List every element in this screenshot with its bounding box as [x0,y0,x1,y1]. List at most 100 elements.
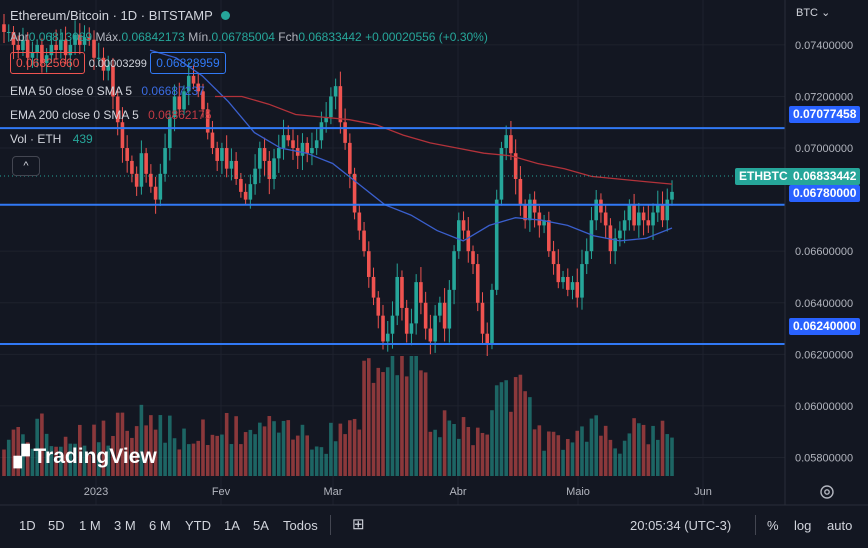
candle-body [608,225,613,252]
candle-body [570,282,575,290]
price-tick-label: 0.07000000 [795,143,853,155]
low-label: Mín. [188,30,212,44]
volume-bar [82,445,87,476]
range-1d[interactable]: 1D [19,518,36,533]
volume-bar [461,417,466,476]
volume-bar [96,442,101,476]
volume-bar [324,453,328,476]
candle-body [532,199,537,213]
volume-bar [376,367,381,476]
date-range-icon[interactable]: ⊞ [352,516,365,533]
volume-bar [594,415,598,476]
candle-body [96,57,101,59]
candle-body [186,75,191,92]
change-value: +0.00020556 (+0.30%) [365,30,488,44]
candle-body [291,140,295,149]
candle-body [40,44,44,63]
candle-body [324,117,328,123]
candle-body [594,199,598,221]
range-5d[interactable]: 5D [48,518,65,533]
currency-selector[interactable]: BTC ⌄ [796,6,830,19]
candle-body [584,251,589,265]
volume-bar [565,438,570,476]
volume-bar [163,442,167,476]
volume-bar [575,430,580,476]
ema50-legend[interactable]: EMA 50 close 0 SMA 5 0.06687237 [10,84,205,98]
settings-gear-icon[interactable] [820,485,834,499]
candle-body [428,328,433,342]
volume-bar [622,440,627,476]
ema200-legend[interactable]: EMA 200 close 0 SMA 5 0.06862175 [10,108,212,122]
candle-body [504,135,508,149]
range-6m[interactable]: 6 M [149,518,171,533]
range-5a[interactable]: 5A [253,518,269,533]
volume-bar [480,432,485,476]
volume-bar [182,428,186,476]
candle-body [134,173,139,187]
volume-bar [580,426,584,476]
sell-button[interactable]: 0.06825660 [10,52,86,74]
candle-body [499,148,504,200]
candle-body [111,65,115,97]
volume-bar [106,445,111,476]
percent-toggle[interactable]: % [767,518,779,533]
volume-bar [542,450,546,476]
volume-bar [153,429,158,476]
candle-body [603,212,608,226]
candle-body [442,302,447,329]
volume-bar [490,410,494,476]
symbol-title[interactable]: Ethereum/Bitcoin · 1D · BITSTAMP [10,8,230,23]
volume-bar [352,418,357,476]
candle-body [319,122,324,141]
volume-bar [414,356,418,476]
candle-body [400,276,404,308]
candle-body [561,276,565,283]
volume-bar [523,391,527,476]
time-tick-label: 2023 [84,486,108,498]
candle-body [144,153,148,174]
candle-body [376,297,381,316]
range-todos[interactable]: Todos [283,518,318,533]
hline-price-tag-1: 0.07077458 [789,106,861,123]
auto-toggle[interactable]: auto [827,518,853,533]
candle-body [234,160,238,179]
volume-bar [528,397,532,476]
collapse-legend-button[interactable]: ^ [12,156,40,176]
range-3m[interactable]: 3 M [114,518,136,533]
candle-body [153,186,158,200]
volume-bar [6,439,11,476]
candle-body [670,191,674,200]
tradingview-logo[interactable]: ▞ TradingView [14,444,157,469]
candle-body [637,212,641,226]
price-tick-label: 0.07200000 [795,91,853,103]
volume-legend[interactable]: Vol · ETH 439 [10,132,93,146]
ema-lines [149,49,673,242]
candle-body [452,251,456,290]
hline-price-tag-3: 0.06240000 [789,318,861,335]
candle-body [16,44,21,51]
open-label: Abr [10,30,29,44]
bottom-toolbar: 1D 5D 1 M 3 M 6 M YTD 1A 5A Todos ⊞ 20:0… [0,510,868,542]
range-1m[interactable]: 1 M [79,518,101,533]
log-toggle[interactable]: log [794,518,812,533]
volume-bar [2,449,6,476]
close-value: 0.06833442 [298,30,362,44]
time-axis: 2023 Fev Mar Abr Maio Jun [84,486,712,498]
range-ytd[interactable]: YTD [185,518,211,533]
clock-time[interactable]: 20:05:34 (UTC-3) [630,518,732,533]
price-tick-label: 0.07400000 [795,40,853,52]
candle-body [518,178,523,205]
range-1a[interactable]: 1A [224,518,240,533]
candle-body [528,199,532,221]
hline-price-tag-2: 0.06780000 [789,185,861,202]
volume-value: 439 [72,132,93,146]
volume-bar [438,437,442,476]
volume-bar [509,411,513,476]
candle-body [215,148,219,161]
candle-body [466,230,471,252]
candle-body [106,65,111,71]
price-tick-label: 0.06000000 [795,401,853,413]
buy-button[interactable]: 0.06828959 [150,52,226,74]
candle-body [348,142,352,174]
